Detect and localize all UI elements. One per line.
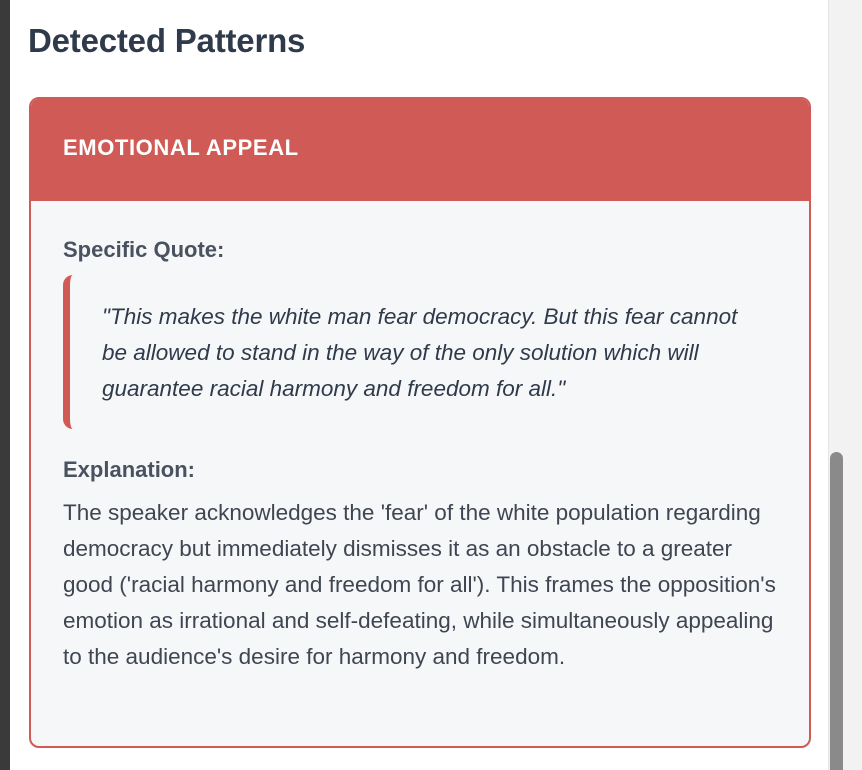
- pattern-card-body: Specific Quote: "This makes the white ma…: [31, 201, 809, 675]
- pattern-card: EMOTIONAL APPEAL Specific Quote: "This m…: [29, 97, 811, 748]
- section-title: Detected Patterns: [28, 22, 306, 59]
- scrollbar-thumb[interactable]: [830, 452, 843, 770]
- explanation-text: The speaker acknowledges the 'fear' of t…: [63, 500, 776, 669]
- quote-label: Specific Quote:: [63, 237, 225, 262]
- explanation-label: Explanation:: [63, 457, 196, 482]
- specific-quote: "This makes the white man fear democracy…: [63, 275, 777, 429]
- window-edge: [0, 0, 10, 770]
- pattern-card-header: EMOTIONAL APPEAL: [31, 99, 809, 201]
- pattern-name: EMOTIONAL APPEAL: [63, 135, 299, 160]
